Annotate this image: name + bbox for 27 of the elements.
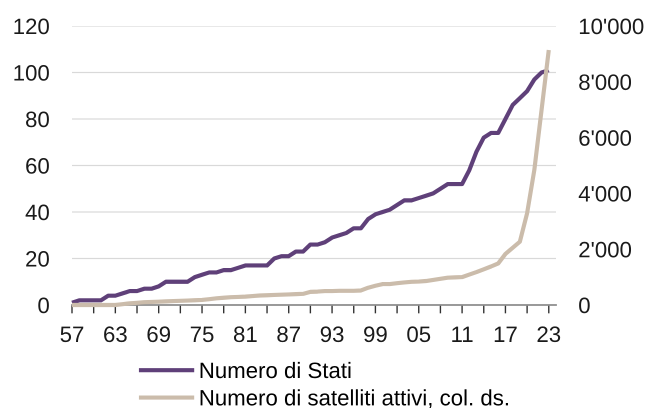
x-tick-label: 75 (190, 326, 214, 342)
y2-tick-label: 10'000 (580, 18, 644, 34)
y2-tick-label: 0 (579, 298, 590, 314)
x-tick-label: 17 (494, 326, 517, 342)
y-tick-label: 100 (14, 65, 49, 81)
y2-tick-label: 4'000 (578, 186, 632, 202)
x-tick-label: 69 (147, 326, 170, 342)
y-tick-label: 40 (26, 204, 49, 220)
x-tick-label: 99 (364, 326, 387, 342)
x-tick-label: 93 (320, 326, 344, 342)
y2-tick-label: 8'000 (579, 74, 632, 90)
y-tick-label: 120 (14, 18, 49, 34)
x-tick-label: 57 (60, 326, 84, 342)
y-tick-label: 80 (26, 112, 49, 128)
y-tick-label: 60 (26, 158, 49, 174)
legend-label: Numero di Stati (200, 362, 350, 378)
x-tick-label: 81 (234, 326, 257, 342)
x-tick-label: 87 (277, 326, 300, 342)
y2-tick-label: 6'000 (579, 130, 632, 146)
y2-tick-label: 2'000 (579, 242, 632, 258)
y-tick-label: 20 (26, 251, 49, 267)
x-tick-label: 63 (104, 326, 127, 342)
legend-label: Numero di satelliti attivi, col. ds. (200, 389, 508, 408)
x-tick-label: 11 (452, 326, 473, 342)
y-tick-label: 0 (38, 298, 49, 314)
x-tick-label: 23 (538, 326, 560, 342)
x-tick-label: 05 (407, 326, 430, 342)
